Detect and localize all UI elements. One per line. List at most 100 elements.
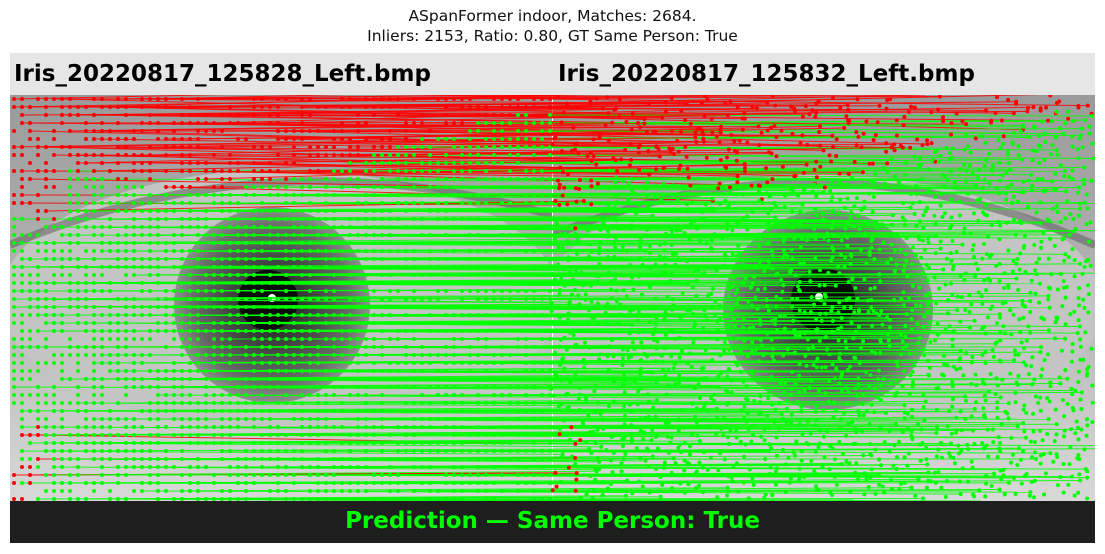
inlier-keypoint — [156, 473, 160, 477]
inlier-keypoint — [436, 289, 440, 293]
outlier-keypoint — [637, 125, 642, 130]
inlier-keypoint — [428, 457, 432, 461]
inlier-keypoint — [888, 256, 893, 261]
outlier-keypoint — [894, 118, 899, 123]
inlier-keypoint — [92, 361, 96, 365]
inlier-keypoint — [28, 377, 32, 381]
outlier-keypoint — [679, 129, 684, 134]
inlier-keypoint — [706, 257, 711, 262]
outlier-keypoint — [212, 169, 216, 173]
inlier-keypoint — [268, 345, 272, 349]
inlier-keypoint — [252, 257, 256, 261]
inlier-keypoint — [124, 377, 128, 381]
inlier-keypoint — [979, 133, 984, 138]
inlier-keypoint — [1032, 450, 1037, 455]
outlier-keypoint — [668, 149, 673, 154]
inlier-keypoint — [904, 236, 909, 241]
outlier-match-line — [341, 95, 589, 100]
outlier-keypoint — [803, 104, 808, 109]
outlier-keypoint — [793, 109, 798, 114]
inlier-keypoint — [711, 392, 716, 397]
inlier-keypoint — [356, 393, 360, 397]
inlier-keypoint — [819, 298, 824, 303]
inlier-keypoint — [412, 337, 416, 341]
outlier-keypoint — [732, 148, 737, 153]
inlier-keypoint — [750, 303, 755, 308]
inlier-keypoint — [172, 409, 176, 413]
inlier-keypoint — [348, 169, 352, 173]
inlier-keypoint — [388, 337, 392, 341]
inlier-keypoint — [886, 338, 891, 343]
outlier-keypoint — [228, 121, 232, 125]
inlier-keypoint — [741, 316, 746, 321]
inlier-keypoint — [1076, 379, 1081, 384]
inlier-keypoint — [909, 327, 914, 332]
inlier-keypoint — [492, 353, 496, 357]
inlier-keypoint — [324, 305, 328, 309]
inlier-keypoint — [12, 401, 16, 405]
inlier-keypoint — [428, 241, 432, 245]
inlier-keypoint — [44, 297, 48, 301]
inlier-keypoint — [713, 312, 718, 317]
inlier-keypoint — [516, 449, 520, 453]
inlier-keypoint — [524, 233, 528, 237]
inlier-keypoint — [907, 351, 912, 356]
inlier-keypoint — [196, 241, 200, 245]
inlier-keypoint — [653, 195, 658, 200]
inlier-match-line — [165, 194, 713, 200]
inlier-keypoint — [685, 259, 690, 264]
inlier-keypoint — [663, 421, 668, 426]
inlier-keypoint — [532, 329, 536, 333]
inlier-keypoint — [452, 457, 456, 461]
outlier-keypoint — [764, 166, 769, 171]
inlier-keypoint — [300, 225, 304, 229]
inlier-keypoint — [228, 305, 232, 309]
inlier-keypoint — [412, 449, 416, 453]
inlier-keypoint — [1048, 384, 1053, 389]
inlier-keypoint — [653, 296, 658, 301]
inlier-keypoint — [1016, 153, 1021, 158]
inlier-keypoint — [460, 217, 464, 221]
inlier-keypoint — [915, 422, 920, 427]
outlier-keypoint — [172, 129, 176, 133]
inlier-keypoint — [252, 321, 256, 325]
inlier-keypoint — [340, 465, 344, 469]
inlier-keypoint — [484, 249, 488, 253]
inlier-keypoint — [196, 417, 200, 421]
inlier-keypoint — [484, 121, 488, 125]
inlier-keypoint — [1088, 263, 1093, 268]
inlier-keypoint — [308, 313, 312, 317]
inlier-keypoint — [562, 267, 567, 272]
outlier-match-line — [261, 164, 807, 172]
outlier-keypoint — [894, 133, 899, 138]
inlier-keypoint — [36, 465, 40, 469]
inlier-keypoint — [20, 313, 24, 317]
inlier-keypoint — [663, 231, 668, 236]
inlier-keypoint — [785, 347, 790, 352]
inlier-keypoint — [332, 241, 336, 245]
inlier-keypoint — [332, 377, 336, 381]
inlier-keypoint — [774, 294, 779, 299]
outlier-keypoint — [156, 121, 160, 125]
inlier-keypoint — [212, 409, 216, 413]
inlier-keypoint — [244, 393, 248, 397]
inlier-keypoint — [132, 353, 136, 357]
outlier-keypoint — [300, 129, 304, 133]
inlier-keypoint — [524, 297, 528, 301]
inlier-keypoint — [180, 417, 184, 421]
inlier-keypoint — [404, 433, 408, 437]
inlier-keypoint — [508, 377, 512, 381]
inlier-keypoint — [1058, 220, 1063, 225]
inlier-keypoint — [914, 303, 919, 308]
outlier-keypoint — [20, 201, 24, 205]
outlier-keypoint — [372, 105, 376, 109]
inlier-keypoint — [663, 310, 668, 315]
inlier-keypoint — [579, 270, 584, 275]
outlier-keypoint — [188, 113, 192, 117]
inlier-keypoint — [760, 200, 765, 205]
inlier-keypoint — [939, 191, 944, 196]
outlier-keypoint — [672, 152, 677, 157]
inlier-keypoint — [340, 377, 344, 381]
inlier-keypoint — [300, 233, 304, 237]
inlier-keypoint — [28, 273, 32, 277]
